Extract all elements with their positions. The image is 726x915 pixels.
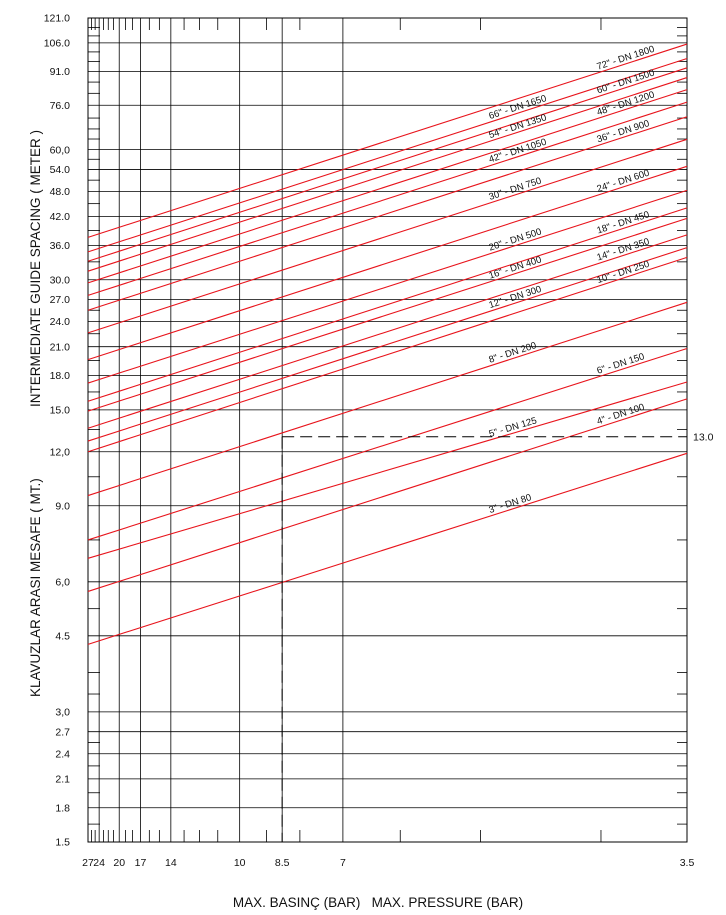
pipe-size-label: 42" - DN 1050 <box>488 137 548 166</box>
pipe-size-line <box>87 452 688 645</box>
series-layer <box>87 43 688 645</box>
y-axis-title-left: KLAVUZLAR ARASI MESAFE ( MT.) <box>28 478 43 697</box>
y-tick-label: 18.0 <box>50 370 71 382</box>
y-tick-label: 27.0 <box>50 294 71 306</box>
y-tick-label: 15.0 <box>50 404 71 416</box>
pipe-size-line <box>87 381 688 559</box>
y-tick-label: 2.1 <box>55 773 70 785</box>
reference-value-label: 13.0 <box>693 431 714 443</box>
pipe-size-label: 3" - DN 80 <box>488 492 533 516</box>
x-tick-label: 8.5 <box>275 857 290 869</box>
pipe-size-line <box>87 101 688 296</box>
y-tick-label: 2.7 <box>55 726 70 738</box>
x-tick-label: 17 <box>135 857 147 869</box>
pipe-size-label: 20" - DN 500 <box>488 226 543 253</box>
x-tick-label: 20 <box>113 857 125 869</box>
pipe-size-line <box>87 398 688 592</box>
y-tick-label: 91.0 <box>50 66 71 78</box>
x-tick-label: 7 <box>340 857 346 869</box>
y-tick-label: 76.0 <box>50 100 71 112</box>
y-tick-label: 36.0 <box>50 240 71 252</box>
pipe-size-line <box>87 89 688 284</box>
y-tick-label: 12,0 <box>50 446 71 458</box>
x-tick-label: 27 <box>82 857 94 869</box>
y-tick-label: 121.0 <box>44 13 70 25</box>
x-tick-label: 14 <box>165 857 177 869</box>
y-tick-label: 48.0 <box>50 186 71 198</box>
y-tick-label: 30.0 <box>50 274 71 286</box>
y-tick-label: 3,0 <box>55 707 70 719</box>
annotation-layer <box>281 436 687 842</box>
pipe-size-line <box>87 165 688 361</box>
pipe-size-label: 30" - DN 750 <box>488 176 543 203</box>
y-tick-label: 4.5 <box>55 630 70 642</box>
pipe-size-label: 6" - DN 150 <box>596 351 646 376</box>
pipe-size-line <box>87 247 688 442</box>
pipe-size-line <box>87 43 688 238</box>
pipe-size-label: 24" - DN 600 <box>596 168 651 195</box>
pipe-size-line <box>87 58 688 253</box>
pipe-size-line <box>87 207 688 402</box>
y-tick-label: 9.0 <box>55 500 70 512</box>
y-tick-label: 60,0 <box>50 144 71 156</box>
x-tick-label: 24 <box>93 857 105 869</box>
y-tick-label: 24.0 <box>50 316 71 328</box>
pipe-size-line <box>87 189 688 384</box>
pipe-size-label: 4" - DN 100 <box>596 402 646 428</box>
pipe-size-line <box>87 77 688 272</box>
y-tick-label: 6,0 <box>55 576 70 588</box>
pipe-size-label: 10" - DN 250 <box>596 259 651 286</box>
x-axis-title: MAX. BASINÇ (BAR) MAX. PRESSURE (BAR) <box>233 895 523 910</box>
pipe-size-line <box>87 217 688 412</box>
y-tick-label: 106.0 <box>44 37 70 49</box>
pipe-size-line <box>87 67 688 262</box>
x-tick-label: 10 <box>234 857 246 869</box>
pipe-size-label: 8" - DN 200 <box>488 340 538 366</box>
y-tick-label: 21.0 <box>50 341 71 353</box>
y-tick-label: 42.0 <box>50 211 71 223</box>
x-tick-label: 3.5 <box>680 857 695 869</box>
pipe-size-line <box>87 234 688 429</box>
pipe-size-line <box>87 256 688 453</box>
y-tick-label: 1.5 <box>55 837 70 849</box>
y-tick-label: 1.8 <box>55 802 70 814</box>
pipe-size-line <box>87 347 688 541</box>
pipe-size-line <box>87 301 688 497</box>
pipe-size-line <box>87 138 688 334</box>
y-tick-label: 54.0 <box>50 164 71 176</box>
pipe-size-line <box>87 116 688 311</box>
pipe-size-label: 5" - DN 125 <box>488 415 538 439</box>
pipe-size-label: 16" - DN 400 <box>488 254 543 281</box>
y-axis-title-right: INTERMEDIATE GUIDE SPACING ( METER ) <box>28 130 43 407</box>
y-tick-label: 2.4 <box>55 748 70 760</box>
